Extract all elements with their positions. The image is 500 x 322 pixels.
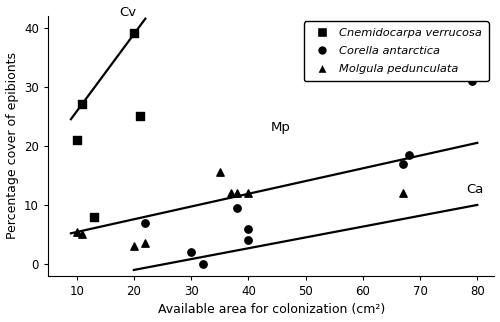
Y-axis label: Percentage cover of epibionts: Percentage cover of epibionts [6,52,18,239]
Point [78,102,86,107]
Point [130,244,138,249]
Point [130,31,138,36]
Text: Ca: Ca [466,183,483,196]
Point [72,229,80,234]
Point [233,205,241,211]
Point [216,170,224,175]
X-axis label: Available area for colonization (cm²): Available area for colonization (cm²) [158,303,385,317]
Point [78,232,86,237]
Point [227,191,235,196]
Point [142,241,150,246]
Point [187,250,195,255]
Point [233,191,241,196]
Point [72,137,80,142]
Point [244,191,252,196]
Point [468,78,475,83]
Text: Cv: Cv [120,6,136,19]
Point [399,161,407,166]
Point [136,114,143,119]
Point [399,191,407,196]
Legend: Cnemidocarpa verrucosa, Corella antarctica, Molgula pedunculata: Cnemidocarpa verrucosa, Corella antarcti… [304,22,489,81]
Point [90,214,98,219]
Text: Mp: Mp [271,121,291,134]
Point [244,238,252,243]
Point [198,261,206,267]
Point [244,226,252,231]
Point [142,220,150,225]
Point [404,152,412,157]
